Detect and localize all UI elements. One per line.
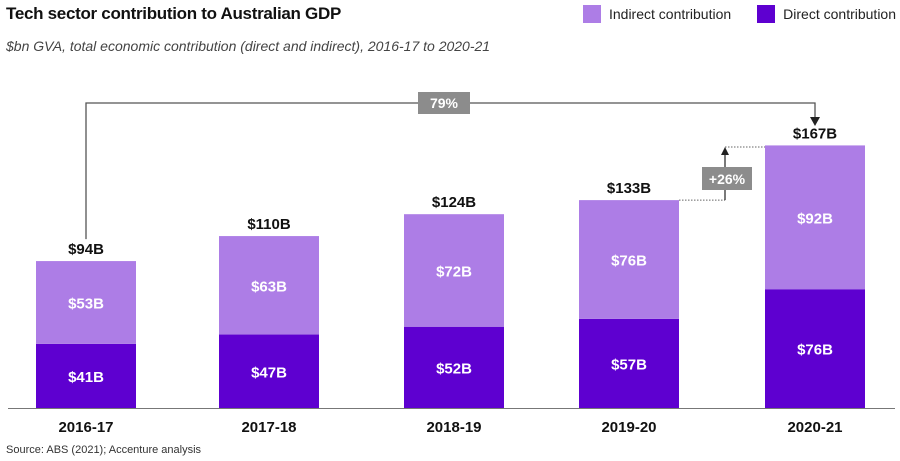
total-label: $133B xyxy=(607,180,651,197)
bar-direct-2017-18 xyxy=(219,334,319,408)
annotation-79-label: 79% xyxy=(430,95,459,111)
bar-direct-2018-19 xyxy=(404,326,504,408)
x-tick-label: 2016-17 xyxy=(58,419,113,436)
bar-indirect-2017-18 xyxy=(219,236,319,335)
chart-subtitle: $bn GVA, total economic contribution (di… xyxy=(6,38,491,54)
data-label-indirect: $76B xyxy=(611,253,647,270)
data-label-direct: $41B xyxy=(68,369,104,386)
data-label-indirect: $72B xyxy=(436,263,472,280)
data-label-indirect: $63B xyxy=(251,278,287,295)
legend: Indirect contribution Direct contributio… xyxy=(582,5,896,23)
data-label-direct: $52B xyxy=(436,360,472,377)
annotation-26-arrowhead xyxy=(721,146,729,155)
annotation-79-arrowhead xyxy=(810,117,820,126)
legend-label-indirect: Indirect contribution xyxy=(608,6,732,22)
data-label-direct: $57B xyxy=(611,356,647,373)
bar-direct-2020-21 xyxy=(765,289,865,408)
legend-swatch-indirect xyxy=(582,5,601,23)
annotation-26-label: +26% xyxy=(709,171,746,187)
legend-label-direct: Direct contribution xyxy=(783,6,896,22)
legend-swatch-direct xyxy=(757,5,776,23)
x-tick-label: 2019-20 xyxy=(601,419,656,436)
bar-direct-2019-20 xyxy=(579,318,679,408)
chart-title: Tech sector contribution to Australian G… xyxy=(6,4,341,23)
annotation-26-dotted-line xyxy=(679,146,765,201)
bar-indirect-2016-17 xyxy=(36,261,136,344)
x-tick-label: 2018-19 xyxy=(426,419,481,436)
bar-indirect-2018-19 xyxy=(404,214,504,327)
bar-indirect-2020-21 xyxy=(765,145,865,290)
bar-direct-2016-17 xyxy=(36,343,136,408)
legend-item-direct: Direct contribution xyxy=(757,5,896,23)
data-label-indirect: $53B xyxy=(68,295,104,312)
annotation-79-box xyxy=(418,92,470,114)
data-label-indirect: $92B xyxy=(797,210,833,227)
total-label: $124B xyxy=(432,194,476,211)
source-note: Source: ABS (2021); Accenture analysis xyxy=(6,444,202,456)
total-label: $167B xyxy=(793,125,837,142)
legend-item-indirect: Indirect contribution xyxy=(582,5,732,23)
total-label: $110B xyxy=(247,216,291,233)
annotation-26-box xyxy=(702,167,752,190)
x-tick-label: 2017-18 xyxy=(241,419,296,436)
data-label-direct: $76B xyxy=(797,342,833,359)
data-label-direct: $47B xyxy=(251,364,287,381)
bar-indirect-2019-20 xyxy=(579,200,679,319)
total-label: $94B xyxy=(68,241,104,258)
x-tick-label: 2020-21 xyxy=(787,419,842,436)
